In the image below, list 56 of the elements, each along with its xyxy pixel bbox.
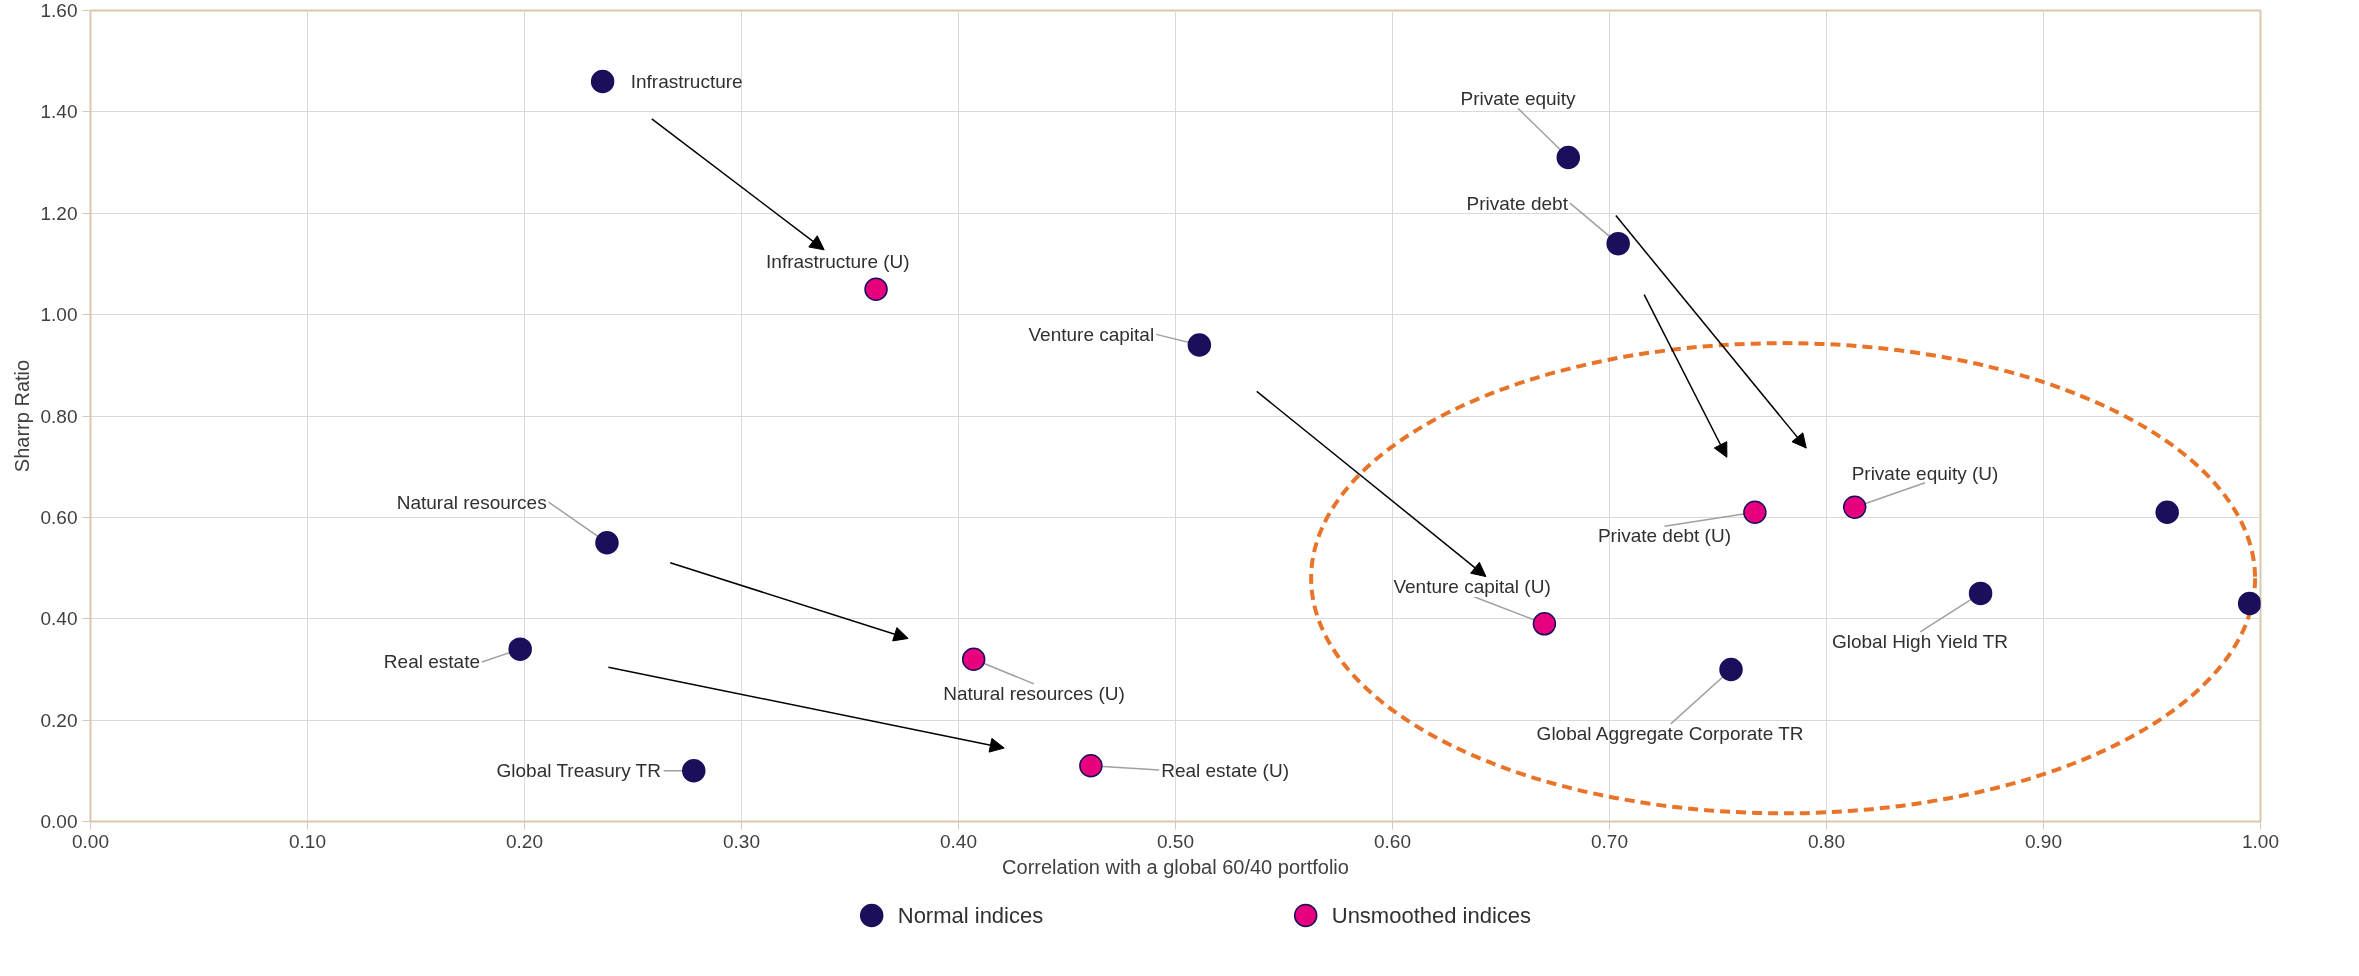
y-tick-label: 1.00 bbox=[40, 304, 78, 326]
point bbox=[2237, 591, 2261, 616]
point bbox=[595, 530, 619, 555]
point bbox=[1842, 495, 1867, 519]
y-axis-title: Sharrp Ratio bbox=[10, 359, 33, 473]
y-tick-label: 0.40 bbox=[40, 608, 78, 630]
point bbox=[1556, 145, 1581, 170]
point bbox=[864, 277, 888, 302]
point bbox=[2155, 500, 2179, 525]
annotation: Global Aggregate Corporate TR bbox=[1536, 722, 1804, 744]
annotation: Global High Yield TR bbox=[1831, 630, 2008, 652]
annotation: Private debt (U) bbox=[1597, 525, 1731, 547]
point bbox=[682, 759, 706, 783]
annotation: Infrastructure bbox=[630, 70, 743, 92]
x-tick-label: 0.90 bbox=[2025, 830, 2062, 852]
point bbox=[1079, 754, 1103, 778]
y-tick-label: 0.60 bbox=[40, 506, 78, 528]
annotation: Private debt bbox=[1466, 192, 1569, 214]
annotation: Real estate bbox=[383, 651, 480, 673]
x-tick-label: 0.50 bbox=[1157, 830, 1194, 852]
x-tick-label: 0.60 bbox=[1374, 830, 1411, 852]
legend-label: Normal indices bbox=[897, 903, 1044, 928]
annotation: Private equity bbox=[1460, 88, 1577, 110]
annotation: Natural resources bbox=[396, 491, 547, 513]
point bbox=[961, 647, 986, 672]
x-tick-label: 1.00 bbox=[2242, 830, 2279, 852]
point bbox=[508, 637, 532, 661]
annotation: Infrastructure (U) bbox=[766, 251, 910, 273]
x-tick-label: 0.80 bbox=[1808, 830, 1845, 852]
annotation: Venture capital bbox=[1028, 323, 1155, 345]
annotation: Private equity (U) bbox=[1851, 462, 1999, 484]
x-tick-label: 0.20 bbox=[506, 830, 543, 852]
y-tick-label: 1.60 bbox=[40, 0, 78, 21]
x-tick-label: 0.30 bbox=[723, 830, 760, 852]
x-axis-title: Correlation with a global 60/40 portfolio bbox=[1002, 855, 1349, 878]
point bbox=[1719, 657, 1743, 682]
x-tick-label: 0.00 bbox=[72, 830, 109, 852]
y-tick-label: 0.00 bbox=[40, 811, 78, 832]
point bbox=[1743, 500, 1767, 525]
annotation: Natural resources (U) bbox=[943, 682, 1125, 704]
y-tick-label: 1.40 bbox=[40, 101, 78, 123]
y-tick-label: 0.80 bbox=[40, 405, 78, 427]
annotation: Venture capital (U) bbox=[1393, 575, 1551, 597]
x-tick-label: 0.10 bbox=[289, 830, 326, 852]
y-tick-label: 0.20 bbox=[40, 709, 78, 731]
x-tick-label: 0.40 bbox=[940, 830, 977, 852]
annotation: Real estate (U) bbox=[1161, 759, 1289, 781]
x-tick-label: 0.70 bbox=[1591, 830, 1628, 852]
point bbox=[1187, 333, 1212, 357]
point bbox=[1606, 231, 1630, 256]
point bbox=[1968, 581, 1993, 606]
legend-label: Unsmoothed indices bbox=[1331, 903, 1532, 928]
point bbox=[590, 69, 615, 94]
point bbox=[1532, 612, 1557, 636]
annotation: Global Treasury TR bbox=[496, 760, 661, 782]
y-tick-label: 1.20 bbox=[40, 202, 78, 224]
